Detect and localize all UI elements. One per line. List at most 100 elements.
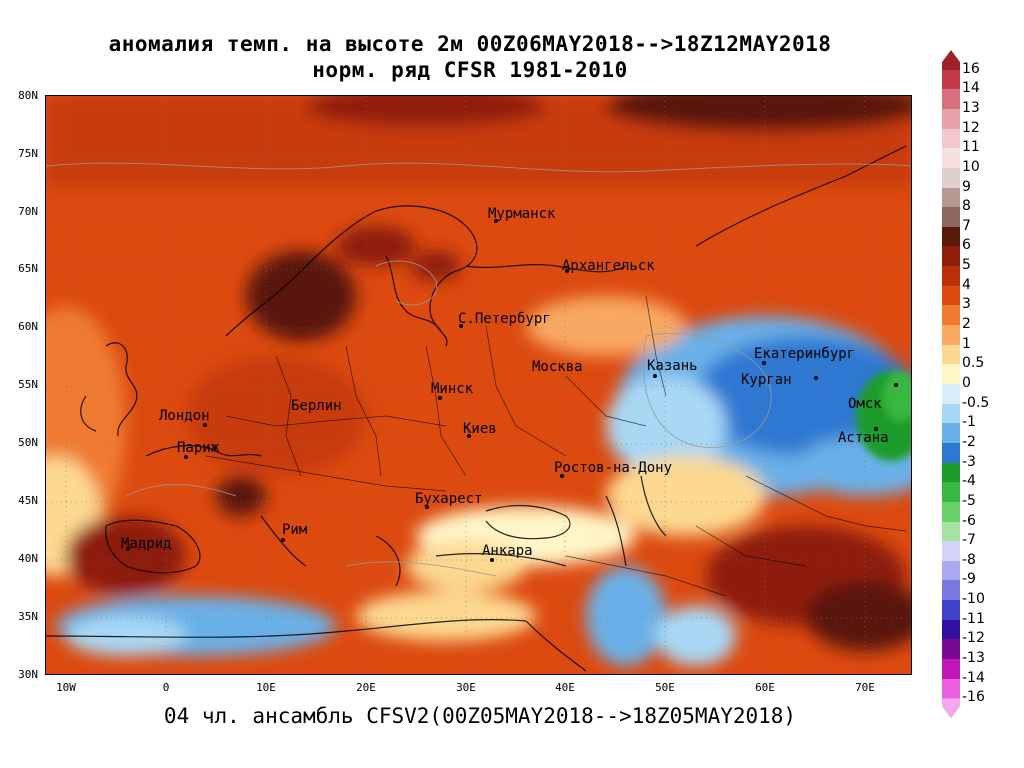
city-label-rostov: Ростов-на-Дону	[554, 460, 673, 476]
city-marker-rome	[281, 538, 285, 542]
city-label-madrid: Мадрид	[121, 536, 172, 552]
colorbar-swatch	[942, 442, 960, 464]
lat-label-80n: 80N	[18, 89, 38, 102]
colorbar-tick-label: -13	[962, 650, 985, 667]
city-marker-arkhangelsk	[565, 269, 569, 273]
colorbar-tick-label: 9	[962, 178, 971, 195]
colorbar-swatch	[942, 89, 960, 110]
colorbar-swatch	[942, 600, 960, 621]
colorbar-swatch	[942, 678, 960, 699]
city-label-minsk: Минск	[431, 381, 474, 397]
anomaly-field	[46, 96, 911, 674]
city-marker-kazan	[653, 374, 657, 378]
colorbar-swatch	[942, 266, 960, 287]
colorbar-swatch	[942, 403, 960, 424]
city-label-paris: Париж	[177, 440, 220, 456]
city-label-kazan: Казань	[647, 358, 698, 374]
lon-label-70e: 70E	[855, 681, 875, 694]
city-label-murmansk: Мурманск	[488, 206, 556, 222]
colorbar-swatch	[942, 285, 960, 306]
colorbar-tick-label: -1	[962, 414, 976, 431]
city-label-bucharest: Бухарест	[415, 491, 483, 507]
city-label-yekaterinburg: Екатеринбург	[754, 346, 856, 362]
colorbar-swatch	[942, 482, 960, 503]
colorbar-swatch	[942, 462, 960, 483]
lon-label-40e: 40E	[555, 681, 575, 694]
colorbar-swatch	[942, 541, 960, 562]
city-label-berlin: Берлин	[291, 398, 342, 414]
colorbar-tick-label: -6	[962, 512, 976, 529]
colorbar-swatch	[942, 639, 960, 660]
colorbar-swatch	[942, 560, 960, 581]
city-marker-st-petersburg	[459, 324, 463, 328]
colorbar-swatch	[942, 325, 960, 346]
lat-label-45n: 45N	[18, 494, 38, 507]
colorbar-tick-label: 4	[962, 276, 971, 293]
colorbar-tick-label: -0.5	[962, 394, 990, 411]
colorbar-swatch	[942, 69, 960, 90]
colorbar-swatch	[942, 148, 960, 169]
lat-label-50n: 50N	[18, 436, 38, 449]
colorbar-swatch	[942, 167, 960, 189]
lat-label-75n: 75N	[18, 147, 38, 160]
city-marker-madrid	[126, 547, 130, 551]
lat-label-35n: 35N	[18, 610, 38, 623]
colorbar-tick-label: -12	[962, 630, 985, 647]
colorbar-tick-label: 5	[962, 257, 971, 274]
colorbar-swatch	[942, 364, 960, 385]
colorbar-tick-label: 13	[962, 99, 980, 116]
colorbar-tick-label: 0	[962, 375, 971, 391]
lat-label-55n: 55N	[18, 378, 38, 391]
city-marker-omsk	[894, 383, 898, 387]
city-label-omsk: Омск	[848, 396, 882, 412]
lat-label-65n: 65N	[18, 262, 38, 275]
colorbar-swatch	[942, 580, 960, 601]
city-marker-rostov	[560, 474, 564, 478]
map-title-line1: аномалия темп. на высоте 2м 00Z06MAY2018…	[108, 32, 832, 56]
colorbar-tick-label: -9	[962, 571, 976, 588]
map-title-line2: норм. ряд CFSR 1981-2010	[312, 58, 628, 82]
colorbar-tick-label: 2	[962, 316, 971, 333]
colorbar-tick-label: -10	[962, 591, 985, 608]
colorbar-swatch	[942, 384, 960, 405]
colorbar-tick-label: -3	[962, 453, 976, 470]
colorbar-tick-label: -5	[962, 492, 976, 509]
city-label-st-petersburg: С.Петербург	[458, 311, 551, 327]
colorbar-swatch	[942, 226, 960, 247]
lat-label-30n: 30N	[18, 668, 38, 681]
anomaly-map	[45, 95, 912, 675]
city-marker-ankara	[490, 558, 494, 562]
city-marker-astana	[874, 427, 878, 431]
city-marker-minsk	[438, 396, 442, 400]
colorbar-swatch	[942, 659, 960, 680]
colorbar-tick-label: 14	[962, 80, 980, 97]
lat-label-60n: 60N	[18, 320, 38, 333]
colorbar-swatch	[942, 619, 960, 640]
colorbar-tick-label: 12	[962, 119, 980, 136]
colorbar-tick-label: 11	[962, 139, 980, 156]
city-label-moscow: Москва	[532, 359, 583, 375]
city-marker-london	[203, 423, 207, 427]
lat-label-70n: 70N	[18, 205, 38, 218]
colorbar-tick-label: 8	[962, 198, 971, 215]
city-label-astana: Астана	[838, 430, 889, 446]
colorbar-swatch	[942, 698, 960, 719]
colorbar-tick-label: 0.5	[962, 355, 985, 372]
colorbar-swatch	[942, 187, 960, 208]
colorbar-swatch	[942, 423, 960, 444]
colorbar-tick-label: -11	[962, 610, 985, 627]
colorbar-swatch	[942, 305, 960, 326]
city-label-kurgan: Курган	[741, 372, 792, 388]
city-marker-kurgan	[814, 376, 818, 380]
lon-label-30e: 30E	[456, 681, 476, 694]
colorbar-tick-label: -7	[962, 532, 976, 549]
lon-label-10e: 10E	[256, 681, 276, 694]
colorbar-swatch	[942, 50, 960, 71]
lon-label-10w: 10W	[56, 681, 76, 694]
city-marker-murmansk	[494, 219, 498, 223]
city-marker-yekaterinburg	[762, 361, 766, 365]
colorbar-tick-label: 16	[962, 60, 980, 77]
colorbar-tick-label: -16	[962, 689, 985, 706]
colorbar-tick-label: -4	[962, 473, 976, 490]
colorbar-tick-label: 7	[962, 217, 971, 234]
